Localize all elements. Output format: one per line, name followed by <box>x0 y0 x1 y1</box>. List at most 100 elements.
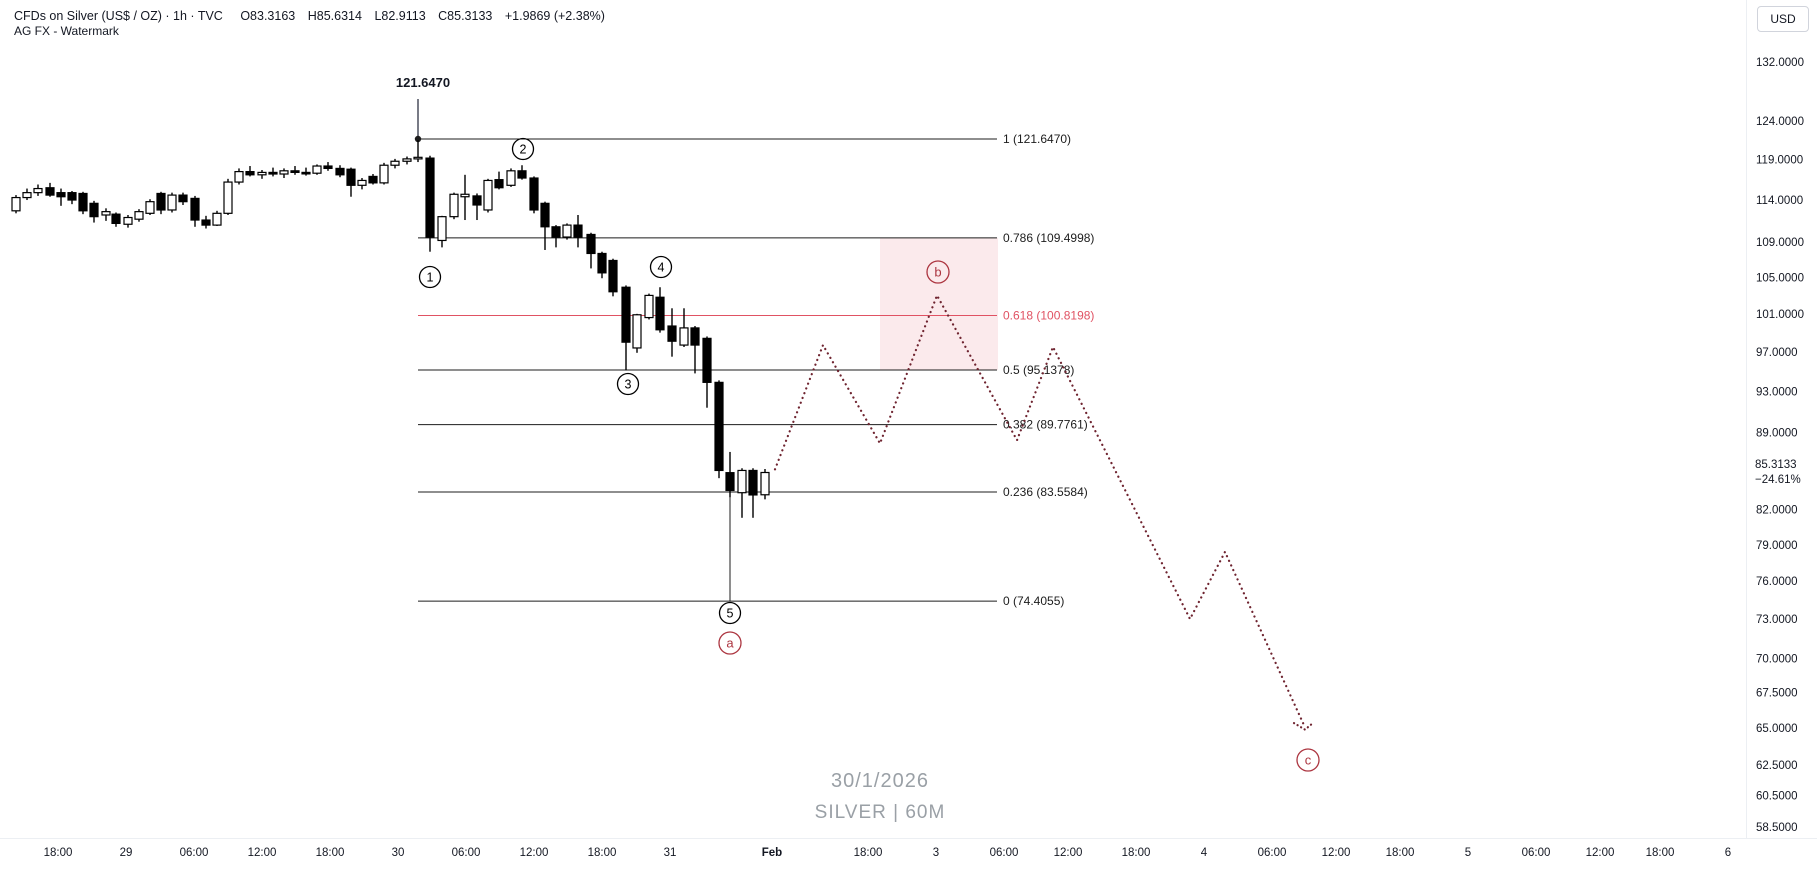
fib-retracement[interactable]: 1 (121.6470) 0.786 (109.4998) 0.618 (100.8… <box>414 99 1095 608</box>
fib-level-label: 0.618 (100.8198) <box>1003 309 1094 323</box>
ohlc-close: C85.3133 <box>438 9 493 23</box>
fib-level-label: 1 (121.6470) <box>1003 132 1071 146</box>
candle-up <box>760 471 770 496</box>
candle-down <box>702 337 712 383</box>
wave-circle-black[interactable] <box>418 265 442 289</box>
candle-down <box>725 472 735 492</box>
wave-circle-black[interactable] <box>511 137 535 161</box>
time-tick-label: 4 <box>1201 847 1208 859</box>
candle-down <box>78 192 88 212</box>
candle-up <box>145 201 155 214</box>
watermark-symbol-timeframe: SILVER | 60M <box>814 802 946 823</box>
candle-down <box>290 170 300 174</box>
candle-up <box>737 469 747 494</box>
wave-number: 1 <box>427 271 434 285</box>
price-tick-label: 119.0000 <box>1756 155 1803 167</box>
price-tick-label: 82.0000 <box>1756 505 1798 517</box>
current-price-value: 85.3133 <box>1755 459 1797 471</box>
projection-arrow-tail <box>1292 721 1314 731</box>
symbol-title[interactable]: CFDs on Silver (US$ / OZ) · 1h · TVC <box>14 9 223 23</box>
symbol-info-bar: CFDs on Silver (US$ / OZ) · 1h · TVC O83… <box>14 9 614 23</box>
wave-labels[interactable]: 1 2 3 4 5 a b c <box>418 137 1320 772</box>
highlight-zone[interactable] <box>880 237 998 371</box>
wave-circle-black[interactable] <box>649 255 673 279</box>
time-tick-label: 06:00 <box>1522 847 1551 859</box>
wave-circle-black[interactable] <box>718 601 742 625</box>
candle-up <box>123 216 133 225</box>
wave-letter: c <box>1305 753 1312 768</box>
candle-down <box>621 286 631 343</box>
wave-circle-red[interactable] <box>926 260 950 284</box>
price-tick-label: 79.0000 <box>1756 540 1798 552</box>
candle-up <box>483 179 493 211</box>
candle-down <box>540 202 550 228</box>
center-watermark: 30/1/2026 SILVER | 60M <box>815 770 946 824</box>
time-tick-label: 31 <box>664 847 677 859</box>
time-tick-label: 18:00 <box>44 847 73 859</box>
candle-down <box>551 226 561 238</box>
price-tick-label: 73.0000 <box>1756 614 1798 626</box>
time-tick-label: 30 <box>392 847 405 859</box>
time-tick-label: 18:00 <box>1122 847 1151 859</box>
price-axis[interactable]: 132.0000 124.0000 119.0000 114.0000 109.0000… <box>1756 57 1804 834</box>
price-tick-label: 101.0000 <box>1756 309 1804 321</box>
currency-usd-button[interactable]: USD <box>1757 6 1809 32</box>
time-tick-label: 12:00 <box>248 847 277 859</box>
anchor-handle[interactable] <box>414 135 422 143</box>
candle-up <box>679 327 689 346</box>
price-tick-label: 60.5000 <box>1756 791 1798 803</box>
candle-down <box>472 195 482 206</box>
candle-down <box>67 192 77 201</box>
time-tick-label: 18:00 <box>1386 847 1415 859</box>
time-tick-label: 3 <box>933 847 939 859</box>
candle-down <box>268 171 278 175</box>
projection-path[interactable] <box>773 292 1314 731</box>
candle-down <box>201 219 211 226</box>
ohlc-high: H85.6314 <box>307 9 362 23</box>
candles-layer <box>11 140 770 518</box>
time-tick-label: 12:00 <box>520 847 549 859</box>
current-price-label: 85.3133 −24.61% <box>1755 458 1801 488</box>
fib-level-label: 0.786 (109.4998) <box>1003 231 1094 245</box>
fib-level-label: 0 (74.4055) <box>1003 594 1064 608</box>
candle-up <box>257 171 267 176</box>
candle-up <box>134 211 144 220</box>
projection-zigzag[interactable] <box>773 292 1307 729</box>
wave-circle-red[interactable] <box>718 631 742 655</box>
candle-down <box>178 194 188 203</box>
candle-up <box>33 187 43 194</box>
time-tick-label: 18:00 <box>854 847 883 859</box>
candle-down <box>494 179 504 189</box>
price-tick-label: 105.0000 <box>1756 272 1804 284</box>
candle-up <box>402 158 412 162</box>
watermark-credit: AG FX - Watermark <box>14 24 119 38</box>
candle-up <box>390 160 400 166</box>
candle-down <box>45 187 55 196</box>
candle-up <box>312 165 322 174</box>
candle-down <box>714 381 724 472</box>
wave-circle-black[interactable] <box>616 372 640 396</box>
ohlc-open: O83.3163 <box>240 9 296 23</box>
wave-number: 3 <box>625 378 632 392</box>
time-tick-label: 29 <box>120 847 133 859</box>
ohlc-change: +1.9869 (+2.38%) <box>504 9 605 23</box>
candle-up <box>11 196 21 212</box>
anchor-price-label[interactable]: 121.6470 <box>395 75 451 90</box>
price-tick-label: 67.5000 <box>1756 688 1798 700</box>
candle-up <box>167 194 177 211</box>
candle-down <box>655 296 665 331</box>
wave-number: 2 <box>520 143 527 157</box>
price-tick-label: 70.0000 <box>1756 653 1798 665</box>
candle-up <box>279 170 289 175</box>
wave-number: 5 <box>727 607 734 621</box>
candle-down <box>301 171 311 175</box>
time-axis[interactable]: 18:00 29 06:00 12:00 18:00 30 06:00 12:00 18:00 3… <box>44 847 1732 859</box>
wave-circle-red[interactable] <box>1296 748 1320 772</box>
wave-number: 4 <box>658 261 665 275</box>
candle-down <box>573 224 583 238</box>
candle-up <box>223 181 233 214</box>
candle-down <box>156 192 166 211</box>
candle-up <box>357 179 367 186</box>
